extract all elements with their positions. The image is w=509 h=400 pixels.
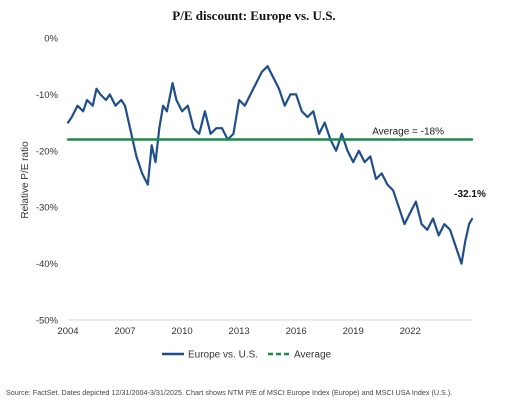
x-tick-label: 2013 bbox=[229, 326, 250, 337]
series-group bbox=[66, 65, 474, 265]
x-tick-label: 2022 bbox=[400, 326, 421, 337]
annotations-group: Average = -18% -32.1% bbox=[372, 127, 486, 201]
y-tick-label: -10% bbox=[36, 90, 59, 101]
y-tick-label: 0% bbox=[44, 34, 58, 45]
y-tick-label: -20% bbox=[36, 146, 59, 157]
y-axis-label: Relative P/E ratio bbox=[20, 141, 31, 219]
last-value-label: -32.1% bbox=[454, 189, 486, 200]
x-tick-label: 2010 bbox=[172, 326, 193, 337]
x-axis-ticks: 2004 2007 2010 2013 2016 2019 2022 bbox=[57, 326, 420, 337]
y-axis-label-group: Relative P/E ratio bbox=[20, 141, 31, 219]
source-note: Source: FactSet. Dates depicted 12/31/20… bbox=[6, 388, 452, 397]
legend-label-europe-vs-us: Europe vs. U.S. bbox=[188, 350, 258, 361]
x-tick-label: 2007 bbox=[114, 326, 135, 337]
average-annotation: Average = -18% bbox=[372, 127, 444, 138]
y-tick-label: -50% bbox=[36, 316, 59, 327]
x-tick-label: 2016 bbox=[286, 326, 307, 337]
legend-label-average: Average bbox=[294, 350, 332, 361]
legend: Europe vs. U.S. Average bbox=[162, 350, 332, 361]
chart-title: P/E discount: Europe vs. U.S. bbox=[172, 8, 335, 23]
x-tick-label: 2004 bbox=[57, 326, 78, 337]
series-line-europe-vs-us bbox=[66, 65, 474, 265]
y-tick-label: -40% bbox=[36, 259, 59, 270]
y-tick-label: -30% bbox=[36, 203, 59, 214]
x-tick-label: 2019 bbox=[343, 326, 364, 337]
y-axis-ticks: 0% -10% -20% -30% -40% -50% bbox=[36, 34, 59, 327]
